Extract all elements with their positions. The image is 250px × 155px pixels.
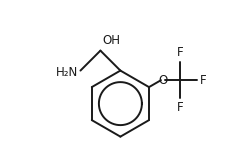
Text: H₂N: H₂N: [56, 66, 78, 79]
Text: F: F: [177, 46, 184, 60]
Text: F: F: [177, 101, 184, 114]
Text: F: F: [200, 74, 206, 87]
Text: OH: OH: [103, 34, 121, 47]
Text: O: O: [158, 74, 168, 87]
